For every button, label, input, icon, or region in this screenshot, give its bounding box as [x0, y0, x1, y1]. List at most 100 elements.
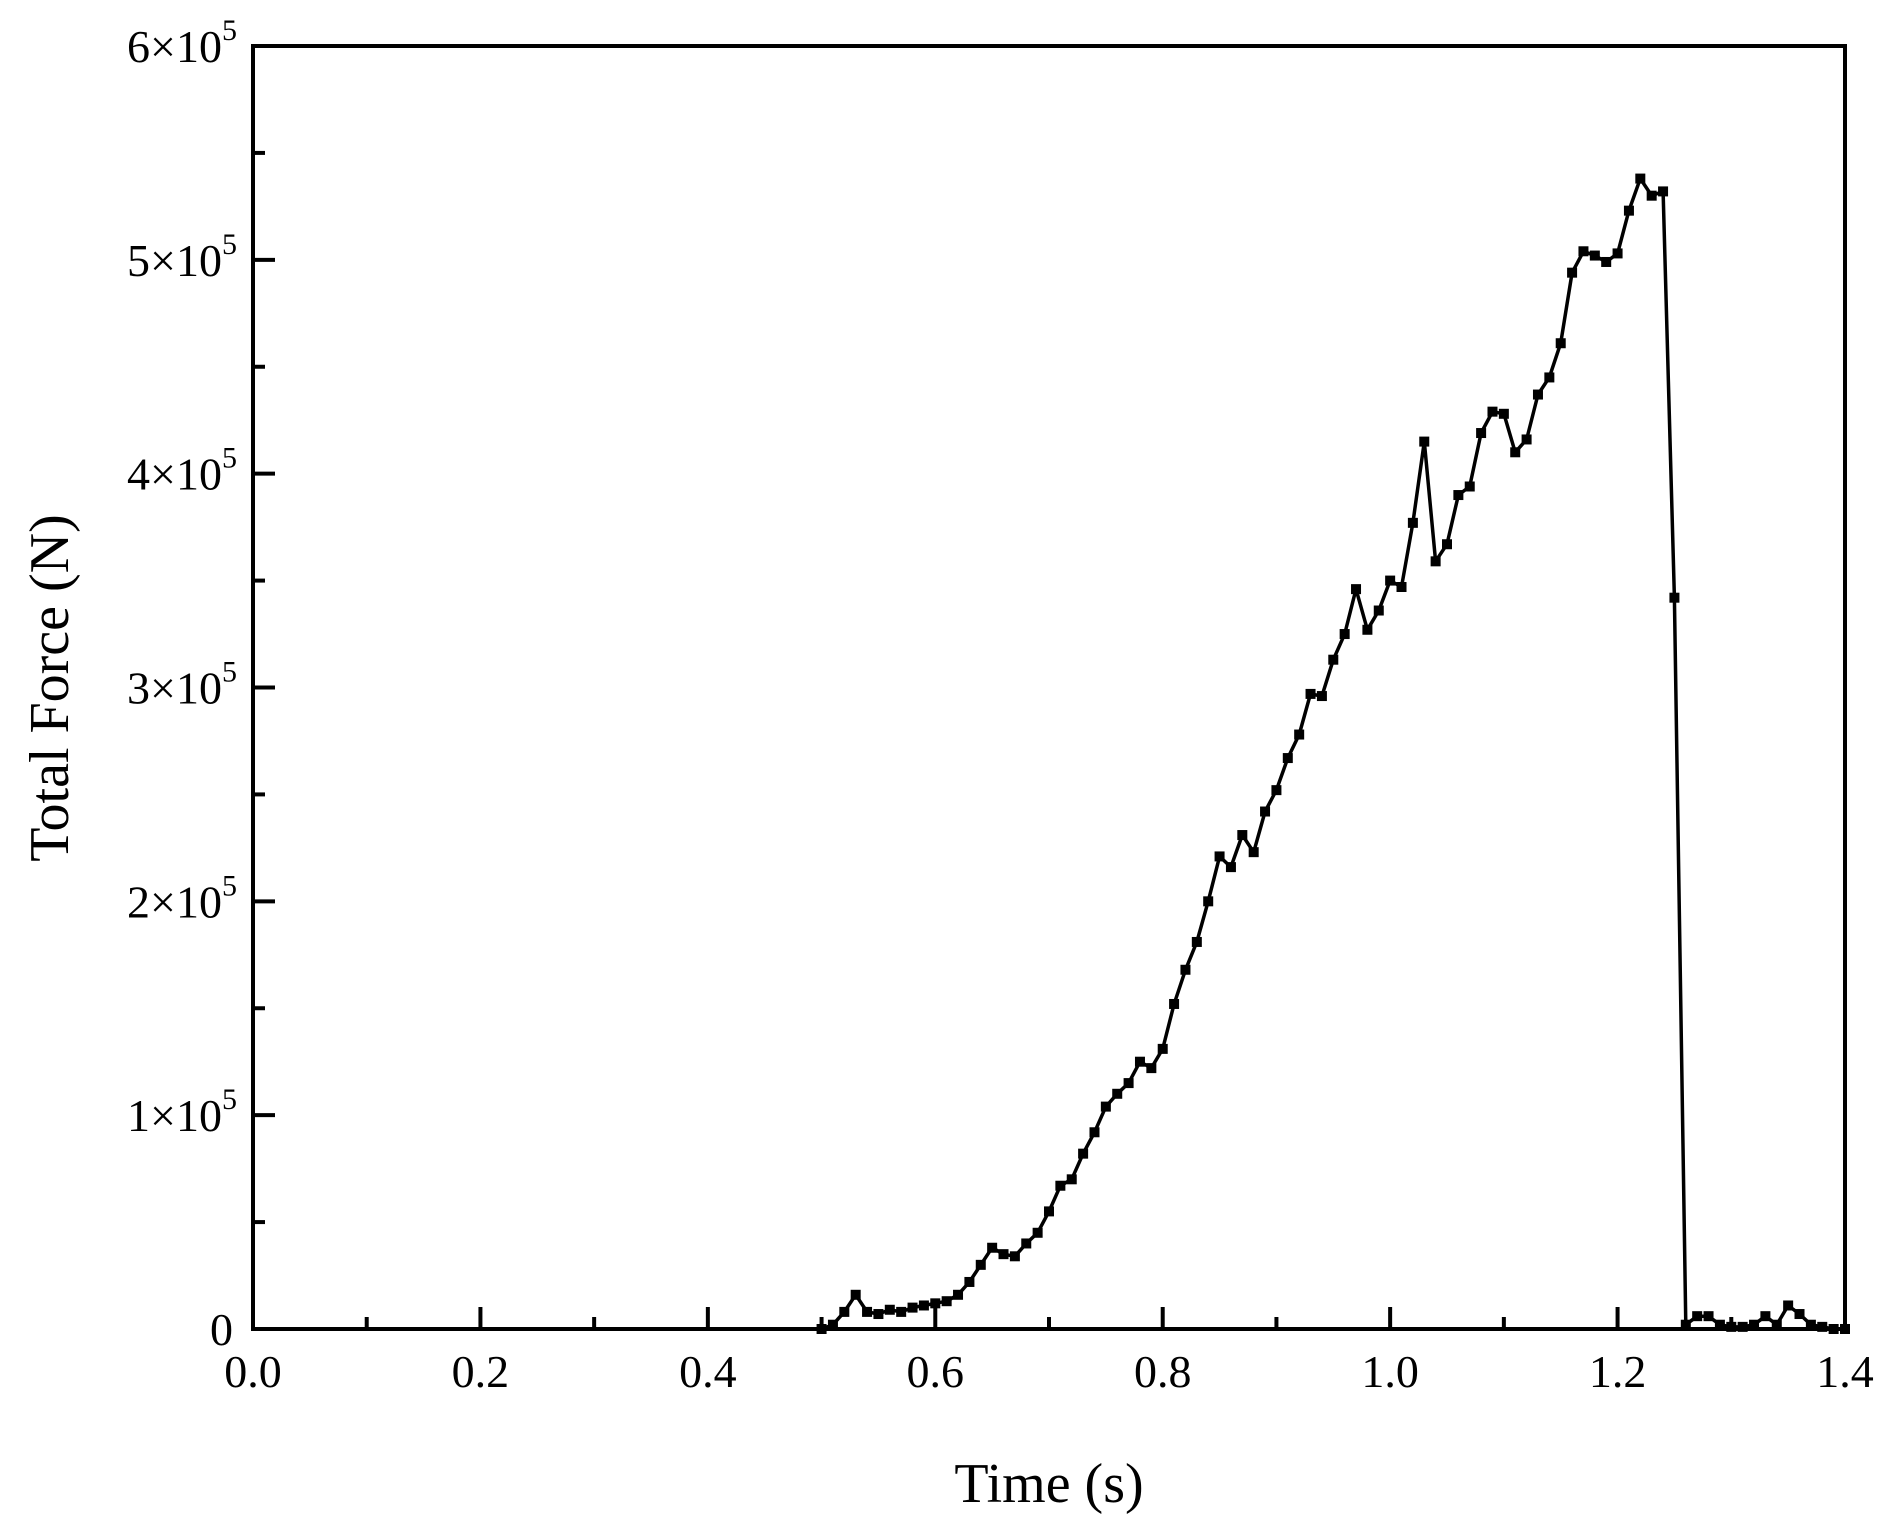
data-point — [1134, 1056, 1145, 1067]
data-point — [975, 1259, 986, 1270]
data-point — [1771, 1319, 1782, 1330]
data-point — [1623, 205, 1634, 216]
data-point — [1146, 1063, 1157, 1074]
data-point — [1589, 250, 1600, 261]
data-point — [850, 1289, 861, 1300]
data-point — [1840, 1324, 1850, 1334]
x-axis-ticks: 0.0 0.2 0.4 0.6 0.8 1.0 1.2 1.4 — [224, 1307, 1874, 1397]
y-tick-exponent: 5 — [222, 869, 237, 902]
y-tick-label: 1×105 — [127, 1083, 237, 1141]
data-point — [1237, 830, 1248, 841]
data-point — [1032, 1227, 1043, 1238]
x-tick-label: 1.2 — [1589, 1346, 1647, 1397]
data-point — [1260, 806, 1271, 817]
data-point — [1794, 1309, 1805, 1320]
data-point — [1009, 1251, 1020, 1262]
data-point — [1044, 1206, 1054, 1217]
data-point — [1316, 691, 1327, 702]
y-tick-label: 4×105 — [127, 442, 237, 500]
data-point — [827, 1319, 838, 1330]
y-tick-exponent: 5 — [222, 228, 237, 261]
data-point — [1669, 592, 1680, 603]
data-point — [884, 1304, 895, 1315]
y-tick-label: 3×105 — [127, 656, 237, 714]
data-point — [1749, 1319, 1760, 1330]
plot-frame — [251, 44, 1847, 1331]
data-point — [1635, 173, 1646, 184]
data-point — [1191, 936, 1202, 947]
data-point — [873, 1309, 884, 1320]
data-point — [1294, 729, 1305, 740]
data-point — [1498, 408, 1509, 419]
data-point — [1271, 785, 1282, 796]
data-point — [839, 1306, 850, 1317]
data-point — [1737, 1321, 1748, 1332]
series-force — [816, 173, 1850, 1334]
data-point — [1396, 581, 1407, 592]
data-point — [1726, 1321, 1737, 1332]
data-point — [1612, 248, 1623, 259]
data-point — [896, 1306, 907, 1317]
x-tick-label: 1.0 — [1361, 1346, 1419, 1397]
data-point — [1646, 190, 1657, 201]
y-tick-mantissa: 4×10 — [127, 449, 222, 500]
data-point — [1203, 896, 1214, 907]
data-point — [1692, 1311, 1703, 1322]
data-point — [1407, 517, 1418, 528]
x-axis-title: Time (s) — [954, 1453, 1143, 1515]
data-point — [1783, 1300, 1794, 1311]
data-point — [1532, 389, 1543, 400]
data-point — [862, 1306, 873, 1317]
data-point — [1567, 267, 1578, 278]
data-point — [1021, 1238, 1032, 1249]
x-tick-label: 0.2 — [452, 1346, 510, 1397]
x-tick-label: 0.6 — [907, 1346, 965, 1397]
data-point — [1544, 372, 1555, 383]
data-point — [1214, 851, 1225, 862]
data-point — [918, 1300, 929, 1311]
data-point — [1476, 428, 1487, 439]
data-point — [1385, 575, 1396, 586]
data-point — [1442, 539, 1452, 550]
data-point — [1339, 629, 1350, 640]
data-point — [1487, 406, 1498, 417]
y-tick-label: 2×105 — [127, 869, 237, 927]
y-tick-mantissa: 2×10 — [127, 876, 222, 927]
y-tick-mantissa: 5×10 — [127, 235, 222, 286]
data-point — [816, 1324, 827, 1334]
data-point — [1169, 998, 1180, 1009]
data-point — [1555, 338, 1566, 349]
y-tick-mantissa: 6×10 — [127, 21, 222, 72]
data-point — [1157, 1043, 1168, 1054]
data-point — [1328, 654, 1339, 665]
data-point — [1078, 1148, 1089, 1159]
data-point — [907, 1302, 918, 1313]
data-point — [1112, 1088, 1123, 1099]
data-point — [1430, 556, 1441, 567]
data-point — [1282, 753, 1293, 764]
data-point — [941, 1296, 952, 1307]
series-line — [820, 176, 1845, 1331]
data-point — [998, 1249, 1009, 1260]
x-tick-label: 0.4 — [679, 1346, 737, 1397]
data-point — [1828, 1324, 1839, 1334]
y-tick-label: 6×105 — [127, 14, 237, 72]
data-point — [1680, 1319, 1691, 1330]
y-tick-exponent: 5 — [222, 1083, 237, 1116]
data-point — [1601, 256, 1612, 267]
data-point — [1362, 624, 1373, 635]
data-point — [1658, 186, 1669, 197]
data-point — [1578, 246, 1589, 257]
data-point — [964, 1276, 975, 1287]
data-point — [1100, 1101, 1111, 1112]
data-point — [1351, 584, 1362, 595]
y-tick-label: 0 — [210, 1304, 233, 1355]
data-point — [1066, 1174, 1077, 1185]
data-point — [1055, 1180, 1066, 1191]
y-tick-exponent: 5 — [222, 14, 237, 47]
data-point — [1453, 490, 1464, 501]
y-axis-title: Total Force (N) — [19, 514, 81, 862]
data-point — [1089, 1127, 1100, 1138]
